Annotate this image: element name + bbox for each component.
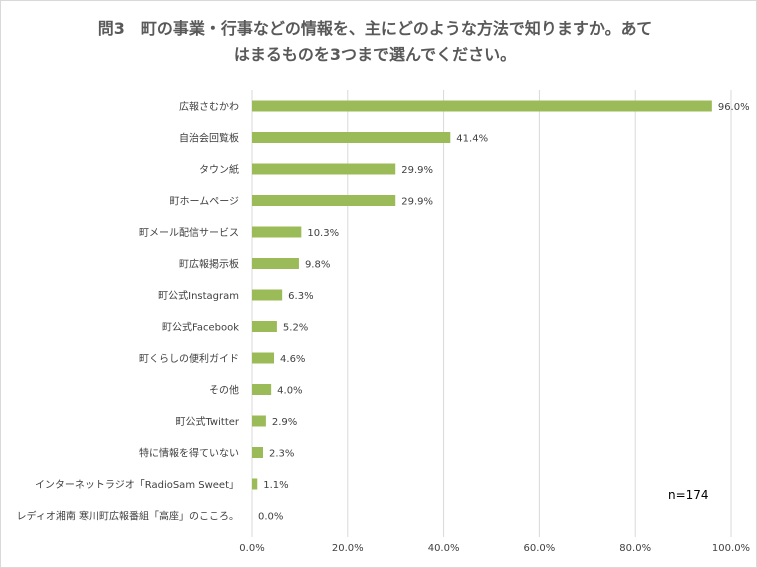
category-label: インターネットラジオ「RadioSam Sweet」 <box>35 479 239 491</box>
bar <box>252 478 258 490</box>
bar <box>252 226 302 238</box>
category-label: 町くらしの便利ガイド <box>139 352 239 365</box>
chart-title: 問3 町の事業・行事などの情報を、主にどのような方法で知りますか。あて はまるも… <box>40 16 710 68</box>
x-tick-label-2: 40.0% <box>428 543 460 554</box>
x-tick-label-3: 60.0% <box>524 543 556 554</box>
data-label: 2.9% <box>272 417 297 428</box>
data-label: 10.3% <box>307 228 339 239</box>
chart-title-line-1: 問3 町の事業・行事などの情報を、主にどのような方法で知りますか。あて <box>97 19 653 38</box>
bar <box>252 415 266 427</box>
x-tick-label-0: 0.0% <box>239 543 264 554</box>
data-label: 96.0% <box>718 102 750 113</box>
bar <box>252 289 283 301</box>
bar <box>252 258 299 269</box>
bar <box>252 100 712 112</box>
data-label: 4.0% <box>277 386 302 397</box>
category-label: 町メール配信サービス <box>139 227 239 239</box>
category-label: 町公式Twitter <box>175 415 239 428</box>
data-label: 0.0% <box>258 512 283 523</box>
data-label: 29.9% <box>401 197 433 208</box>
category-label: 町公式Instagram <box>158 289 239 302</box>
bar <box>252 195 396 206</box>
x-tick-label-4: 80.0% <box>619 543 651 554</box>
bar <box>252 352 275 364</box>
x-tick-label-5: 100.0% <box>712 543 750 554</box>
bar <box>252 132 451 143</box>
data-label: 1.1% <box>263 480 288 491</box>
bar <box>252 384 272 395</box>
bar <box>252 321 277 332</box>
category-label: 町広報掲示板 <box>179 258 239 271</box>
category-label: 町公式Facebook <box>162 321 239 334</box>
data-label: 2.3% <box>269 449 294 460</box>
category-label: 町ホームページ <box>170 196 240 208</box>
data-label: 4.6% <box>280 354 305 365</box>
data-label: 9.8% <box>305 260 330 271</box>
data-label: 5.2% <box>283 323 308 334</box>
category-label: 広報さむかわ <box>179 100 239 113</box>
sample-size-note: n=174 <box>668 488 709 502</box>
category-label: レディオ湘南 寒川町広報番組「高座」のこころ。 <box>17 510 239 523</box>
category-label: タウン紙 <box>199 163 239 176</box>
chart-title-line-2: はまるものを3つまで選んでください。 <box>233 45 517 64</box>
bar <box>252 163 396 175</box>
bar <box>252 447 264 458</box>
x-tick-label-1: 20.0% <box>332 543 364 554</box>
data-label: 29.9% <box>401 165 433 176</box>
category-label: その他 <box>209 384 239 397</box>
category-label: 特に情報を得ていない <box>139 447 239 460</box>
category-label: 自治会回覧板 <box>179 132 239 145</box>
data-label: 41.4% <box>456 134 488 145</box>
data-label: 6.3% <box>288 291 313 302</box>
